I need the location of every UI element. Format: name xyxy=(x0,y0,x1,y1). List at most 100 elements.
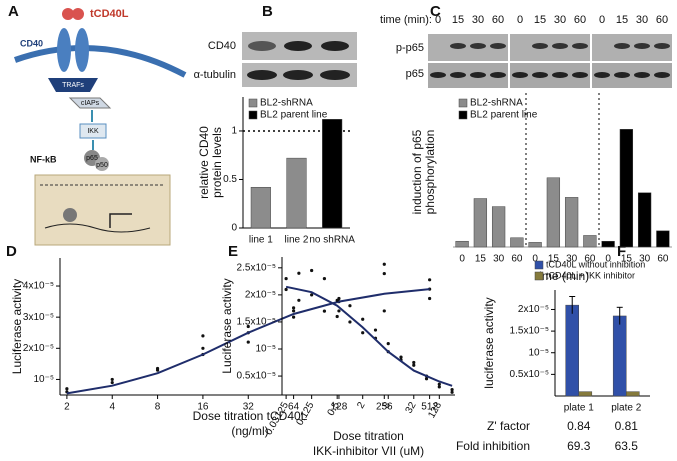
p65-label: p65 xyxy=(86,155,98,162)
point xyxy=(437,382,441,386)
table-row-label: Z' factor xyxy=(487,419,530,433)
point xyxy=(382,271,386,276)
point xyxy=(201,346,205,350)
table-cell: 69.3 xyxy=(567,439,591,453)
x-tick-label: 4 xyxy=(109,402,115,413)
blot-time: 15 xyxy=(452,14,464,26)
point xyxy=(399,355,403,359)
point xyxy=(450,387,454,392)
point xyxy=(155,366,160,371)
y-tick-label: 10⁻⁵ xyxy=(255,344,276,355)
point xyxy=(412,360,416,365)
receptor xyxy=(57,28,71,72)
y-tick-label: 2x10⁻⁵ xyxy=(23,343,54,354)
point xyxy=(110,380,114,385)
error-bar xyxy=(616,306,623,325)
blot-label: CD40 xyxy=(208,40,236,52)
blot-band xyxy=(552,43,568,49)
x-tick-label: 60 xyxy=(511,254,523,265)
legend-label: BL2 parent line xyxy=(260,110,328,121)
x-axis-title: time (min) xyxy=(536,269,589,283)
x-axis-title: Dose titration xyxy=(333,429,404,443)
blot-time: 15 xyxy=(534,14,546,26)
ciap-shape xyxy=(68,97,112,109)
point xyxy=(284,277,288,281)
diagram: A tCD40L CD40 TRAFs cIAPs IKK NF-kB p65 … xyxy=(8,3,187,246)
point xyxy=(386,341,390,346)
point xyxy=(424,377,429,381)
point xyxy=(201,334,205,338)
x-tick-label: 60 xyxy=(584,254,596,265)
x-tick-label: 128 xyxy=(331,402,348,413)
x-tick-label: 2 xyxy=(355,400,368,411)
blot-band xyxy=(532,43,548,49)
panel-label: E xyxy=(228,243,238,260)
x-tick-label: 0 xyxy=(605,254,611,265)
legend-swatch xyxy=(534,271,544,281)
y-tick-label: 1.5x10⁻⁵ xyxy=(510,326,549,337)
receptor xyxy=(75,28,89,72)
legend-label: tCD40L without inhibition xyxy=(546,259,645,269)
point xyxy=(322,309,327,313)
blot-band xyxy=(490,43,506,49)
x-axis-title: IKK-inhibitor VII (uM) xyxy=(313,444,424,458)
point xyxy=(361,317,365,321)
blot-time: 30 xyxy=(554,14,566,26)
point xyxy=(292,315,296,319)
panel-label: B xyxy=(262,3,273,20)
blot-time: 60 xyxy=(574,14,586,26)
nucleus xyxy=(34,174,171,246)
y-tick-label: 3x10⁻⁵ xyxy=(23,312,54,323)
legend-swatch xyxy=(458,98,468,108)
blot-band xyxy=(490,72,506,78)
bar xyxy=(510,237,524,248)
blot-time: 30 xyxy=(636,14,648,26)
error-bar xyxy=(569,295,576,314)
y-tick-label: 10⁻⁵ xyxy=(528,347,549,358)
bar xyxy=(637,192,652,248)
panel-label: A xyxy=(8,3,19,20)
bar xyxy=(619,129,634,248)
table-cell: 63.5 xyxy=(615,439,639,453)
x-tick-label: plate 2 xyxy=(611,403,641,414)
fit-line xyxy=(66,288,430,395)
y-axis-title: relative CD40 xyxy=(197,126,211,199)
blot-label: α-tubulin xyxy=(194,69,236,81)
y-tick-label: 0.5x10⁻⁵ xyxy=(510,369,549,380)
bar xyxy=(322,119,343,229)
blot-label: p-p65 xyxy=(396,42,424,54)
receptor-label: CD40 xyxy=(20,38,43,48)
point xyxy=(348,304,352,308)
bar xyxy=(583,235,597,248)
blot-band xyxy=(634,72,650,78)
blot-band xyxy=(654,43,670,49)
panel-label: D xyxy=(6,243,17,260)
dna-complex xyxy=(63,208,77,222)
ikk-label: IKK xyxy=(87,128,99,135)
bar xyxy=(626,391,640,397)
bar xyxy=(286,157,307,229)
x-tick-label: 64 xyxy=(288,402,300,413)
bar xyxy=(656,230,670,248)
y-tick-label: 0.5 xyxy=(223,174,237,185)
blot-band xyxy=(450,72,466,78)
point xyxy=(297,298,301,302)
point xyxy=(382,309,386,313)
blot-band xyxy=(450,43,466,49)
blot-time-label: time (min): xyxy=(380,14,432,26)
y-tick-label: 0 xyxy=(231,223,237,234)
blot-label: p65 xyxy=(406,68,424,80)
y-axis-title: Luciferase activity xyxy=(10,279,24,374)
nfkb-label: NF-kB xyxy=(30,154,57,164)
table-cell: 0.81 xyxy=(615,419,639,433)
ligand-icon xyxy=(62,8,74,20)
blot-band xyxy=(572,43,588,49)
transcription-arrow xyxy=(109,213,132,228)
blot-band xyxy=(532,72,548,78)
blot-band xyxy=(430,72,446,78)
y-tick-label: 2.5x10⁻⁵ xyxy=(237,262,276,273)
blot-band xyxy=(247,70,277,80)
p50-icon xyxy=(95,157,109,171)
blot-band xyxy=(470,43,486,49)
